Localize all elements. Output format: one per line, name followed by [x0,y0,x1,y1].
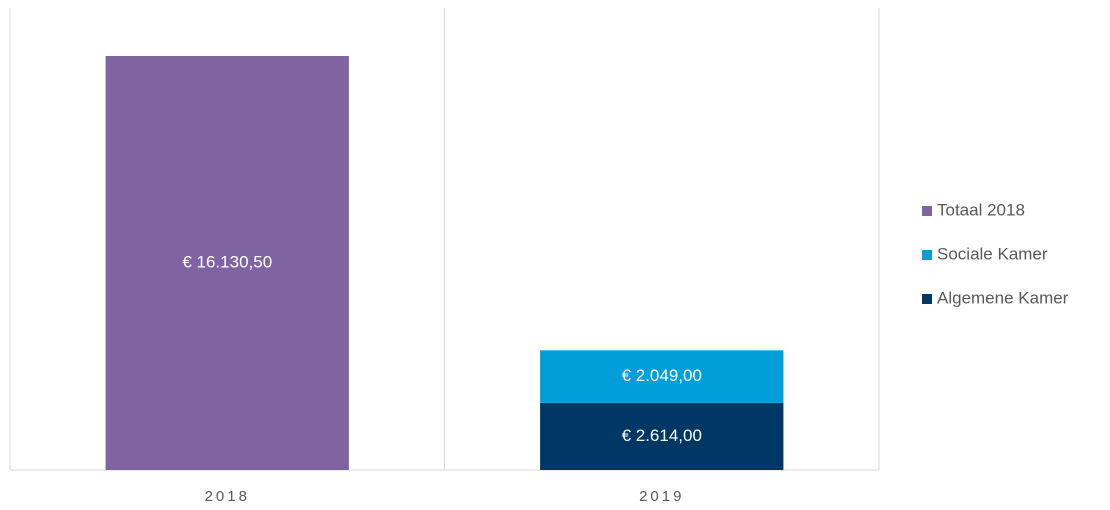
legend-swatch [922,250,932,260]
data-label: € 2.614,00 [622,426,702,445]
x-tick-label: 2018 [205,488,250,505]
legend-label: Sociale Kamer [937,244,1048,263]
data-label: € 2.049,00 [622,366,702,385]
bar-segment [540,350,784,403]
legend-swatch [922,294,932,304]
legend-swatch [922,206,932,216]
data-label: € 16.130,50 [182,252,272,271]
bar-segment [540,402,784,470]
legend-label: Algemene Kamer [937,288,1069,307]
x-tick-label: 2019 [639,488,684,505]
legend-label: Totaal 2018 [937,200,1025,219]
bar-segment [105,55,349,471]
